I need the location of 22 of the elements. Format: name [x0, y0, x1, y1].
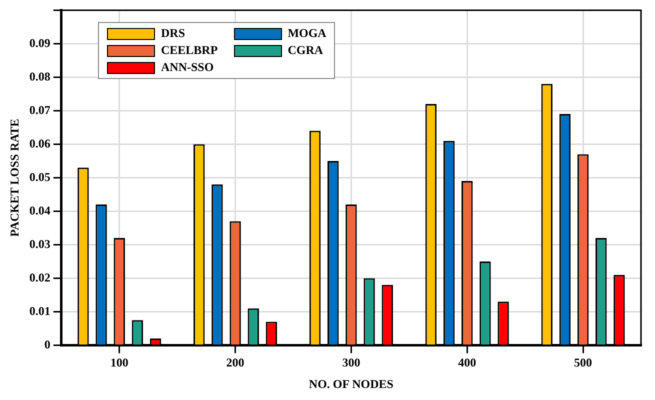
y-tick-label: 0.06: [29, 136, 50, 150]
y-tick-label: 0.05: [29, 170, 50, 184]
y-tick-label: 0.04: [29, 203, 50, 218]
legend-label: CGRA: [288, 43, 324, 58]
y-tick-label: 0: [44, 337, 50, 352]
legend-label: DRS: [161, 26, 186, 41]
x-axis-title: NO. OF NODES: [308, 376, 394, 391]
x-tick-label: 500: [574, 355, 592, 370]
x-tick-label: 100: [110, 355, 128, 370]
y-tick-label: 0.03: [29, 236, 50, 251]
x-tick-label: 200: [226, 355, 244, 370]
y-axis-title: PACKET LOSS RATE: [7, 118, 22, 237]
y-tick-label: 0.01: [29, 304, 50, 318]
x-tick-label: 300: [342, 355, 360, 370]
legend-label: CEELBRP: [161, 43, 218, 58]
legend-label: ANN-SSO: [161, 60, 214, 75]
y-tick-label: 0.08: [29, 69, 50, 84]
y-tick-label: 0.02: [29, 270, 50, 284]
y-tick-label: 0.07: [29, 102, 50, 117]
y-tick-label: 0.09: [29, 36, 50, 50]
legend-label: MOGA: [288, 26, 326, 41]
x-tick-label: 400: [458, 355, 476, 370]
